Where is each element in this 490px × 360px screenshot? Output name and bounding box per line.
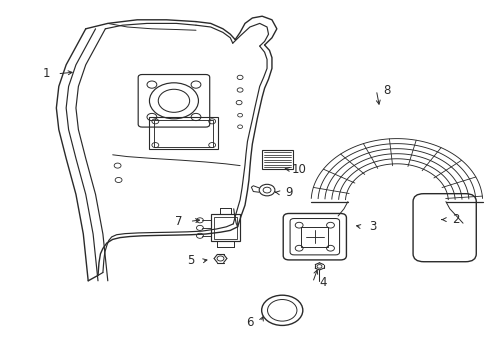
Text: 6: 6 [246, 316, 254, 329]
Text: 9: 9 [285, 186, 293, 199]
Text: 5: 5 [187, 255, 195, 267]
Text: 10: 10 [292, 163, 306, 176]
Text: 2: 2 [452, 213, 460, 226]
Text: 4: 4 [319, 276, 327, 289]
Text: 7: 7 [175, 215, 183, 228]
Text: 8: 8 [383, 84, 391, 96]
Text: 1: 1 [43, 67, 50, 80]
Text: 3: 3 [368, 220, 376, 233]
